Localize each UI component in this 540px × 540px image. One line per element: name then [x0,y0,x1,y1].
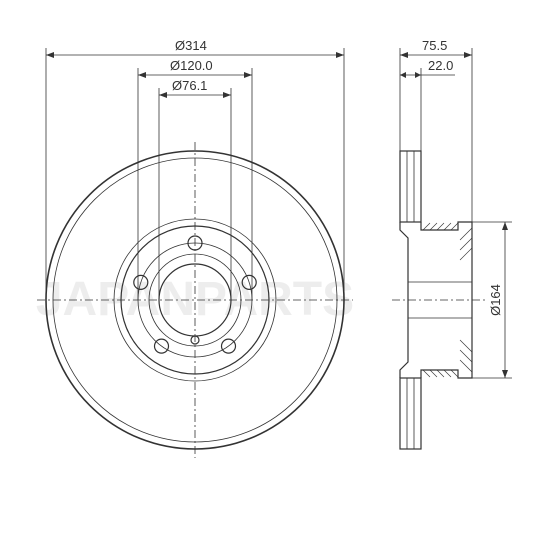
dim-label-22: 22.0 [428,58,453,73]
arrow [400,52,408,58]
arrow [138,72,146,78]
plate-bottom [400,378,421,449]
hat-top [400,222,472,264]
arrow [159,92,167,98]
arrow [464,52,472,58]
side-view [392,151,485,449]
dim-label-314: Ø314 [175,38,207,53]
dim-label-164: Ø164 [488,284,503,316]
arrow [244,72,252,78]
plate-top [400,151,421,222]
arrow [415,72,421,78]
drawing-canvas: JAPANPARTS Ø314 [0,0,540,540]
dim-label-75: 75.5 [422,38,447,53]
arrow [502,370,508,378]
side-dimensions: 75.5 22.0 Ø164 [400,38,512,378]
arrow [46,52,54,58]
dim-label-76: Ø76.1 [172,78,207,93]
hat-bottom [400,336,472,378]
arrow [336,52,344,58]
arrow [502,222,508,230]
dim-label-120: Ø120.0 [170,58,213,73]
arrow [223,92,231,98]
arrow [400,72,406,78]
